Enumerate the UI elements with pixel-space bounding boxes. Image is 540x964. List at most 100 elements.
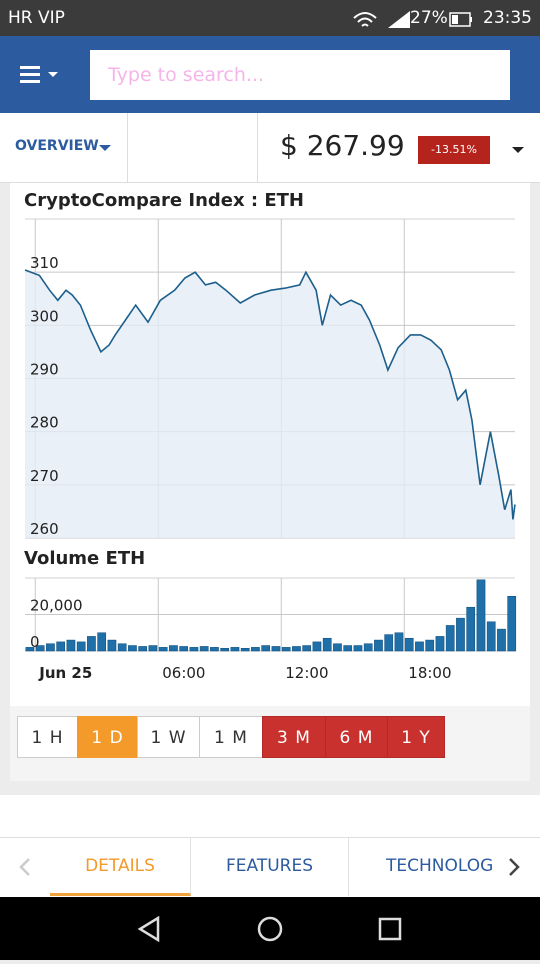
volume-bar — [456, 617, 465, 652]
volume-bar — [312, 641, 322, 652]
volume-bar — [220, 648, 230, 652]
volume-bar — [507, 596, 517, 652]
volume-bar — [87, 636, 96, 652]
battery: 27% — [410, 8, 448, 28]
volume-bar — [292, 646, 301, 652]
volume-bar — [476, 579, 486, 652]
range-button[interactable]: 1 W — [137, 716, 200, 758]
volume-bar — [107, 639, 117, 652]
volume-bar — [251, 647, 260, 652]
volume-bar — [66, 639, 76, 652]
divider — [127, 113, 128, 183]
tab[interactable]: TECHNOLOGY — [386, 856, 492, 876]
x-tick-label: Jun 25 — [38, 664, 92, 682]
y-tick-label: 300 — [30, 307, 59, 325]
volume-bar — [466, 606, 476, 652]
volume-bar — [333, 643, 342, 652]
recents-button[interactable] — [378, 917, 402, 941]
volume-bar — [138, 646, 148, 652]
overview-bar: OVERVIEW $ 267.99 -13.51% — [0, 113, 540, 183]
volume-bar — [363, 643, 373, 652]
tab[interactable]: DETAILS — [50, 838, 191, 896]
charts: CryptoCompare Index : ETH 260 270 280 290 300… — [24, 190, 517, 682]
y-tick-label: 290 — [30, 361, 59, 379]
volume-bar — [117, 643, 127, 652]
volume-bar — [210, 647, 219, 652]
search-input[interactable]: Type to search... — [90, 50, 510, 100]
overview-tab[interactable]: OVERVIEW — [15, 138, 99, 154]
tab[interactable]: FEATURES — [191, 838, 349, 896]
volume-bar — [394, 632, 404, 652]
volume-bar — [189, 647, 199, 652]
price-line — [24, 269, 516, 520]
volume-bar — [240, 648, 250, 652]
y-tick-label: 20,000 — [30, 597, 83, 615]
range-selector: 1 H 1 D 1 W 1 M 3 M 6 M 1 Y — [10, 706, 530, 781]
volume-bar — [128, 645, 137, 652]
clock: 23:35 — [483, 8, 532, 28]
range-button[interactable]: 1 Y — [387, 716, 445, 758]
divider — [257, 113, 258, 183]
y-tick-label: 310 — [30, 254, 59, 272]
range-button[interactable]: 1 H — [17, 716, 78, 758]
volume-bar — [46, 643, 55, 652]
volume-bar — [56, 641, 66, 652]
spacer — [0, 795, 540, 837]
volume-bar — [343, 645, 353, 652]
volume-bar — [179, 646, 189, 652]
nav-bar — [0, 897, 540, 960]
x-tick-label: 18:00 — [408, 664, 451, 682]
price-area — [25, 270, 515, 538]
volume-bar — [35, 645, 45, 652]
volume-bar — [404, 637, 414, 652]
volume-bar — [435, 636, 445, 652]
y-tick-label: 0 — [30, 633, 40, 651]
volume-bar — [25, 647, 35, 652]
volume-bar — [353, 645, 363, 652]
volume-bar — [302, 645, 312, 652]
volume-bar — [281, 647, 291, 652]
home-button[interactable] — [257, 916, 283, 942]
nav-icons — [137, 915, 402, 943]
chart-title: Volume ETH — [24, 548, 145, 569]
price: $ 267.99 — [280, 129, 405, 162]
range-button[interactable]: 1 M — [199, 716, 263, 758]
status-icons — [353, 11, 472, 28]
volume-bar — [415, 641, 424, 652]
volume-bar — [169, 645, 178, 652]
volume-bar — [271, 646, 281, 652]
volume-bar — [199, 646, 209, 652]
tab-prev[interactable] — [16, 856, 34, 878]
y-tick-label: 280 — [30, 414, 59, 432]
back-button[interactable] — [137, 915, 160, 943]
range-button[interactable]: 1 D — [77, 716, 138, 758]
dropdown-arrow[interactable] — [510, 145, 526, 155]
tab-bar: DETAILS FEATURES TECHNOLOGY — [0, 837, 540, 897]
volume-bar — [158, 647, 168, 652]
range-button[interactable]: 3 M — [262, 716, 326, 758]
status-bar: HR VIP 27% 23:35 — [0, 0, 540, 36]
volume-bar — [445, 625, 455, 652]
volume-bar — [97, 632, 107, 652]
range-button[interactable]: 6 M — [325, 716, 388, 758]
dropdown-arrow — [99, 145, 111, 151]
y-tick-label: 270 — [30, 467, 59, 485]
tab-next[interactable] — [505, 856, 523, 878]
carrier: HR VIP — [8, 8, 65, 28]
volume-bar — [230, 647, 240, 652]
volume-bar — [322, 637, 332, 652]
volume-bar — [374, 639, 383, 652]
x-tick-label: 12:00 — [285, 664, 328, 682]
volume-bar — [497, 628, 506, 652]
y-tick-label: 260 — [30, 520, 59, 538]
change-badge: -13.51% — [418, 136, 490, 164]
chart-title: CryptoCompare Index : ETH — [24, 190, 304, 211]
volume-bar — [76, 641, 86, 652]
volume-bar — [425, 639, 435, 652]
menu-button[interactable] — [20, 64, 62, 86]
volume-bar — [384, 634, 394, 652]
volume-bar — [148, 645, 158, 652]
volume-bar — [261, 645, 271, 652]
x-tick-label: 06:00 — [162, 664, 205, 682]
